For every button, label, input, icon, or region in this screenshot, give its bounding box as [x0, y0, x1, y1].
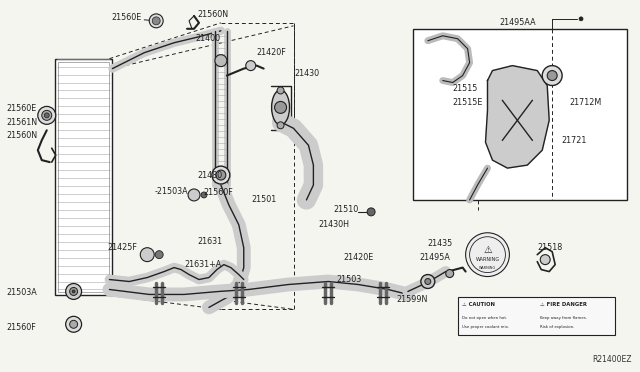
Text: Use proper coolant mix.: Use proper coolant mix. — [461, 325, 509, 329]
Bar — [55, 59, 113, 295]
Text: WARNING: WARNING — [476, 257, 500, 262]
Text: 21501: 21501 — [252, 195, 277, 205]
Circle shape — [445, 270, 454, 278]
Text: ⚠: ⚠ — [483, 245, 492, 255]
Circle shape — [152, 17, 160, 25]
Bar — [413, 29, 627, 200]
Circle shape — [277, 87, 284, 94]
Circle shape — [246, 61, 256, 71]
Text: 21510: 21510 — [333, 205, 358, 214]
Circle shape — [425, 279, 431, 285]
Text: 21560E: 21560E — [6, 104, 36, 113]
Circle shape — [70, 288, 77, 295]
Circle shape — [66, 283, 81, 299]
Text: 21400: 21400 — [195, 34, 220, 43]
Circle shape — [156, 251, 163, 259]
Circle shape — [42, 110, 52, 120]
Text: 21518: 21518 — [537, 243, 563, 252]
Circle shape — [38, 106, 56, 124]
Circle shape — [140, 248, 154, 262]
Circle shape — [66, 316, 81, 332]
Circle shape — [540, 255, 550, 264]
Circle shape — [277, 122, 284, 129]
Text: 21721: 21721 — [561, 136, 586, 145]
Circle shape — [421, 275, 435, 288]
Circle shape — [547, 71, 557, 81]
Circle shape — [275, 102, 287, 113]
Text: 21515: 21515 — [452, 84, 478, 93]
Text: 21561N: 21561N — [6, 118, 37, 127]
Text: Do not open when hot.: Do not open when hot. — [461, 316, 507, 320]
Text: 21480: 21480 — [197, 170, 222, 180]
Circle shape — [216, 170, 226, 180]
Text: 21712M: 21712M — [569, 98, 602, 107]
Text: ⚠ CAUTION: ⚠ CAUTION — [461, 302, 495, 307]
Bar — [458, 298, 615, 335]
Circle shape — [188, 189, 200, 201]
Circle shape — [149, 14, 163, 28]
Text: 21560E: 21560E — [111, 13, 141, 22]
Circle shape — [70, 320, 77, 328]
Circle shape — [44, 113, 49, 118]
Text: 21560F: 21560F — [6, 323, 36, 332]
Text: 21599N: 21599N — [396, 295, 428, 304]
Text: 21515E: 21515E — [452, 98, 483, 107]
Text: 21503A: 21503A — [6, 288, 36, 297]
Text: ⚠ FIRE DANGER: ⚠ FIRE DANGER — [540, 302, 588, 307]
Circle shape — [201, 192, 207, 198]
Text: 21631+A: 21631+A — [184, 260, 221, 269]
Text: 21420E: 21420E — [343, 253, 374, 262]
Text: 21560N: 21560N — [6, 131, 37, 140]
Circle shape — [579, 17, 583, 21]
Circle shape — [212, 166, 230, 184]
Bar — [58, 62, 109, 292]
Text: 21495A: 21495A — [420, 253, 451, 262]
Text: 21495AA: 21495AA — [499, 18, 536, 27]
Circle shape — [367, 208, 375, 216]
Text: R21400EZ: R21400EZ — [592, 355, 632, 363]
Circle shape — [542, 65, 562, 86]
Text: WARNING: WARNING — [479, 266, 496, 270]
Text: 21503: 21503 — [336, 275, 362, 284]
Ellipse shape — [271, 90, 289, 125]
Circle shape — [72, 290, 75, 293]
Text: 21420F: 21420F — [257, 48, 287, 57]
Text: -21503A: -21503A — [154, 187, 188, 196]
Text: 21560F: 21560F — [203, 189, 233, 198]
Text: 21425F: 21425F — [108, 243, 138, 252]
Text: Keep away from flames.: Keep away from flames. — [540, 316, 588, 320]
Text: 21631: 21631 — [197, 237, 222, 246]
Text: 21430H: 21430H — [318, 220, 349, 229]
Circle shape — [215, 55, 227, 67]
Polygon shape — [486, 65, 549, 168]
Text: 21560N: 21560N — [197, 10, 228, 19]
Circle shape — [466, 233, 509, 276]
Text: 21430: 21430 — [294, 69, 319, 78]
Text: 21435: 21435 — [428, 239, 453, 248]
Text: Risk of explosion.: Risk of explosion. — [540, 325, 575, 329]
